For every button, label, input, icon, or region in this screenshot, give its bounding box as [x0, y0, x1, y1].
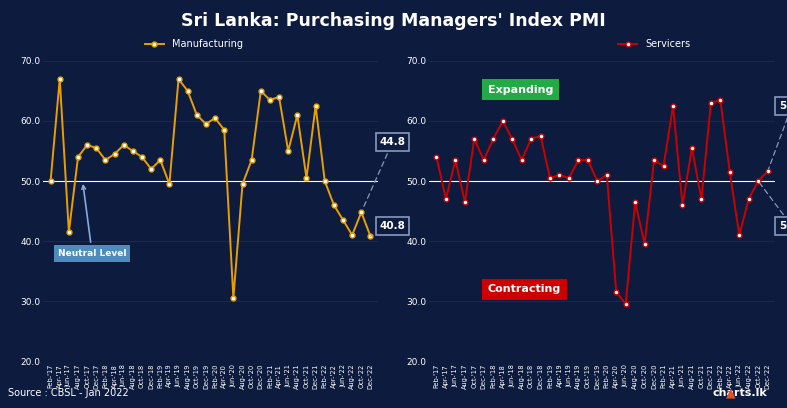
Text: Source : CBSL - Jan 2022: Source : CBSL - Jan 2022 — [8, 388, 128, 398]
Text: ▲: ▲ — [726, 386, 736, 399]
Text: charts.lk: charts.lk — [712, 388, 767, 398]
Legend: Servicers: Servicers — [614, 35, 694, 53]
Legend: Manufacturing: Manufacturing — [141, 35, 247, 53]
Text: 44.8: 44.8 — [363, 137, 405, 210]
Text: 50.2: 50.2 — [759, 183, 787, 231]
Text: Contracting: Contracting — [488, 284, 561, 295]
Text: 51.6: 51.6 — [769, 101, 787, 169]
Text: 40.8: 40.8 — [371, 221, 405, 236]
Text: Neutral Level: Neutral Level — [58, 186, 127, 258]
Text: Expanding: Expanding — [488, 84, 553, 95]
Text: Sri Lanka: Purchasing Managers' Index PMI: Sri Lanka: Purchasing Managers' Index PM… — [181, 12, 606, 31]
